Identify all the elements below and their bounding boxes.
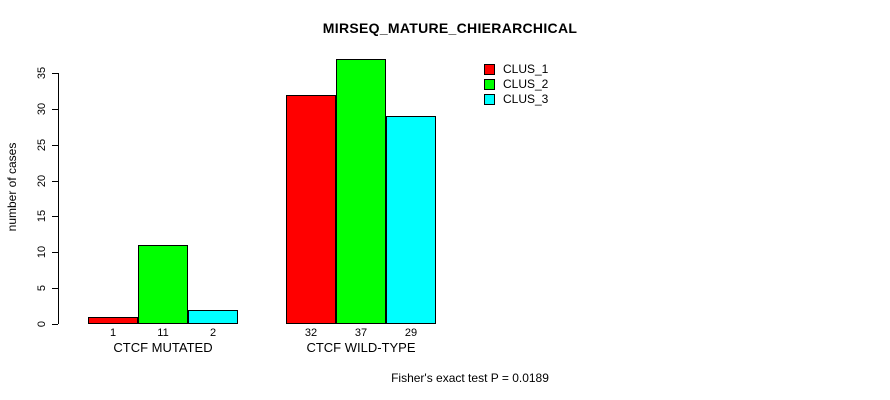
bar-clus_3-group1 (188, 310, 238, 324)
bar-value-label: 1 (109, 327, 117, 339)
legend-row-clus_2: CLUS_2 (484, 78, 548, 90)
bar-clus_1-group2 (286, 95, 336, 324)
y-tick-mark (52, 324, 58, 325)
y-tick-mark (52, 73, 58, 74)
legend-swatch-icon (484, 63, 495, 75)
category-label-1: CTCF MUTATED (113, 340, 213, 355)
y-tick-label: 10 (36, 245, 48, 259)
y-tick-mark (52, 145, 58, 146)
bar-clus_2-group1 (138, 245, 188, 324)
y-tick-label: 20 (36, 174, 48, 188)
bar-value-label: 11 (157, 327, 169, 339)
bar-clus_1-group1 (88, 317, 138, 324)
y-tick-label: 35 (36, 66, 48, 80)
y-tick-label: 5 (36, 284, 48, 292)
bar-value-label: 2 (209, 327, 217, 339)
y-tick-mark (52, 181, 58, 182)
y-tick-label: 30 (36, 102, 48, 116)
legend-swatch-icon (484, 78, 495, 90)
bar-clus_3-group2 (386, 116, 436, 324)
legend: CLUS_1 CLUS_2 CLUS_3 (484, 63, 548, 108)
y-axis-label: number of cases (5, 142, 19, 232)
legend-label: CLUS_3 (503, 92, 549, 106)
y-tick-mark (52, 252, 58, 253)
y-tick-label: 0 (36, 320, 48, 328)
legend-label: CLUS_1 (503, 62, 549, 76)
legend-swatch-icon (484, 93, 495, 105)
y-tick-label: 15 (36, 209, 48, 223)
legend-row-clus_1: CLUS_1 (484, 63, 548, 75)
legend-row-clus_3: CLUS_3 (484, 93, 548, 105)
bar-value-label: 37 (354, 327, 368, 339)
y-tick-mark (52, 288, 58, 289)
y-tick-mark (52, 109, 58, 110)
y-axis-line (58, 73, 59, 324)
y-tick-label: 25 (36, 138, 48, 152)
bar-value-label: 29 (404, 327, 418, 339)
bar-value-label: 32 (304, 327, 318, 339)
legend-label: CLUS_2 (503, 77, 549, 91)
stat-annotation: Fisher's exact test P = 0.0189 (391, 371, 549, 385)
chart-title: MIRSEQ_MATURE_CHIERARCHICAL (322, 20, 578, 36)
category-label-2: CTCF WILD-TYPE (306, 340, 416, 355)
bar-clus_2-group2 (336, 59, 386, 324)
y-tick-mark (52, 216, 58, 217)
